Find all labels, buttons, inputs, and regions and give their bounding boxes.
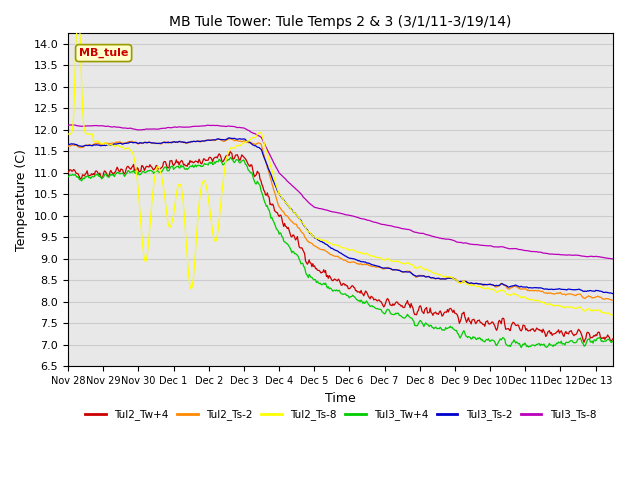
X-axis label: Time: Time [325,392,356,405]
Title: MB Tule Tower: Tule Temps 2 & 3 (3/1/11-3/19/14): MB Tule Tower: Tule Temps 2 & 3 (3/1/11-… [170,15,512,29]
Text: MB_tule: MB_tule [79,48,128,58]
Y-axis label: Temperature (C): Temperature (C) [15,149,28,251]
Legend: Tul2_Tw+4, Tul2_Ts-2, Tul2_Ts-8, Tul3_Tw+4, Tul3_Ts-2, Tul3_Ts-8: Tul2_Tw+4, Tul2_Ts-2, Tul2_Ts-8, Tul3_Tw… [81,405,600,424]
